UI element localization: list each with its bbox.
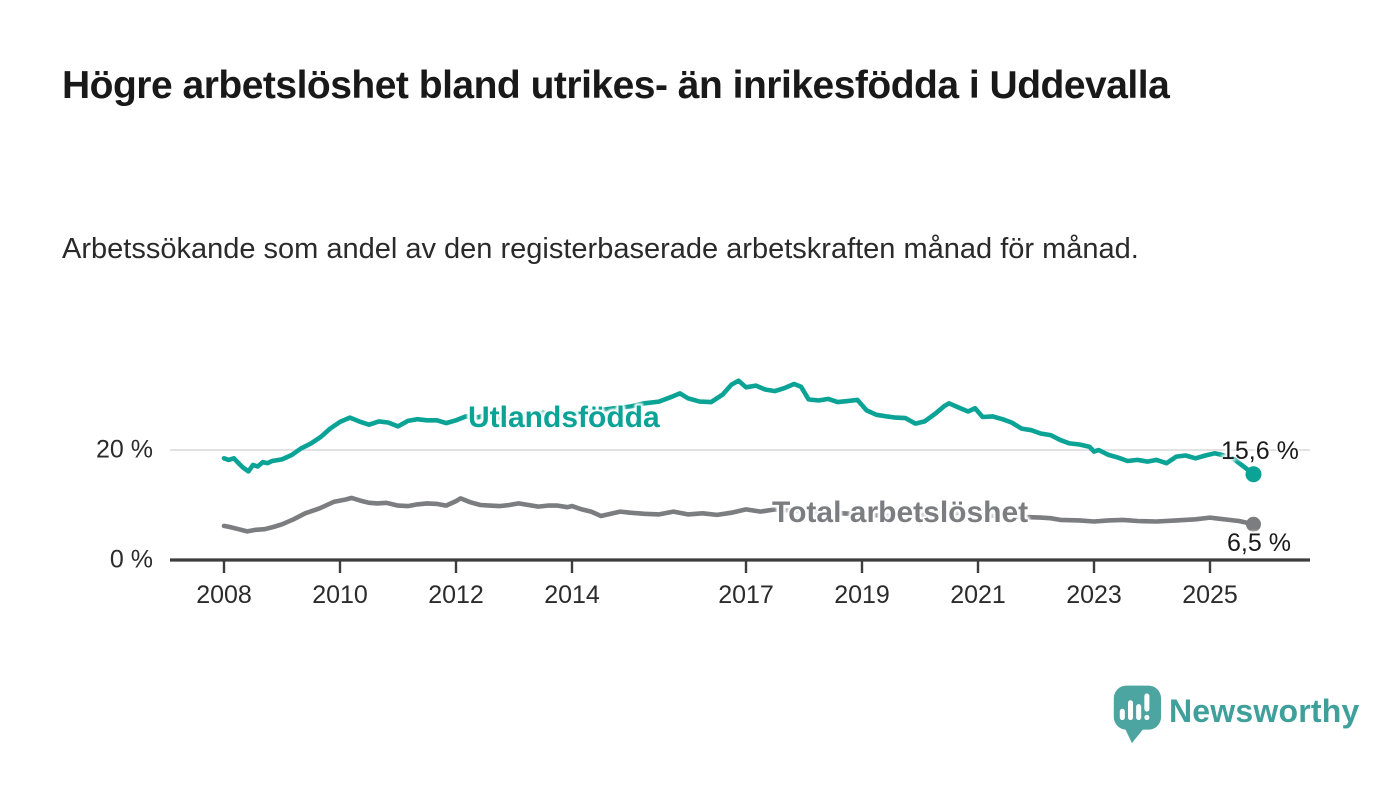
- series-label-utlandsf-dda: Utlandsfödda: [468, 401, 660, 434]
- x-axis-label: 2025: [1182, 581, 1238, 609]
- x-axis-label: 2017: [718, 581, 774, 609]
- brand-name: Newsworthy: [1169, 693, 1360, 729]
- series-label-total-arbetsl-shet: Total arbetslöshet: [772, 496, 1029, 529]
- newsworthy-logo-icon: [1113, 685, 1162, 744]
- end-value-label-total-arbetsl-shet: 6,5 %: [1227, 529, 1291, 557]
- y-axis-label: 20 %: [96, 435, 153, 464]
- y-axis-label: 0 %: [109, 545, 153, 574]
- x-axis-label: 2012: [428, 581, 484, 609]
- x-axis-label: 2014: [544, 581, 600, 609]
- end-value-label-utlandsf-dda: 15,6 %: [1221, 437, 1299, 465]
- page-title: Högre arbetslöshet bland utrikes- än inr…: [62, 64, 1170, 107]
- series-endpoint-utlandsf-dda: [1245, 466, 1262, 483]
- x-axis-label: 2023: [1066, 581, 1122, 609]
- x-axis-label: 2010: [312, 581, 368, 609]
- series-line-utlandsf-dda: [221, 378, 1256, 477]
- chart-subtitle: Arbetssökande som andel av den registerb…: [62, 233, 1139, 265]
- series-line-total-arbetsl-shet: [221, 495, 1256, 534]
- brand-footer: Newsworthy: [1112, 684, 1359, 748]
- x-axis-label: 2008: [196, 581, 252, 609]
- x-axis-label: 2021: [950, 581, 1006, 609]
- x-axis-label: 2019: [834, 581, 890, 609]
- series-endpoint-total-arbetsl-shet: [1246, 516, 1261, 532]
